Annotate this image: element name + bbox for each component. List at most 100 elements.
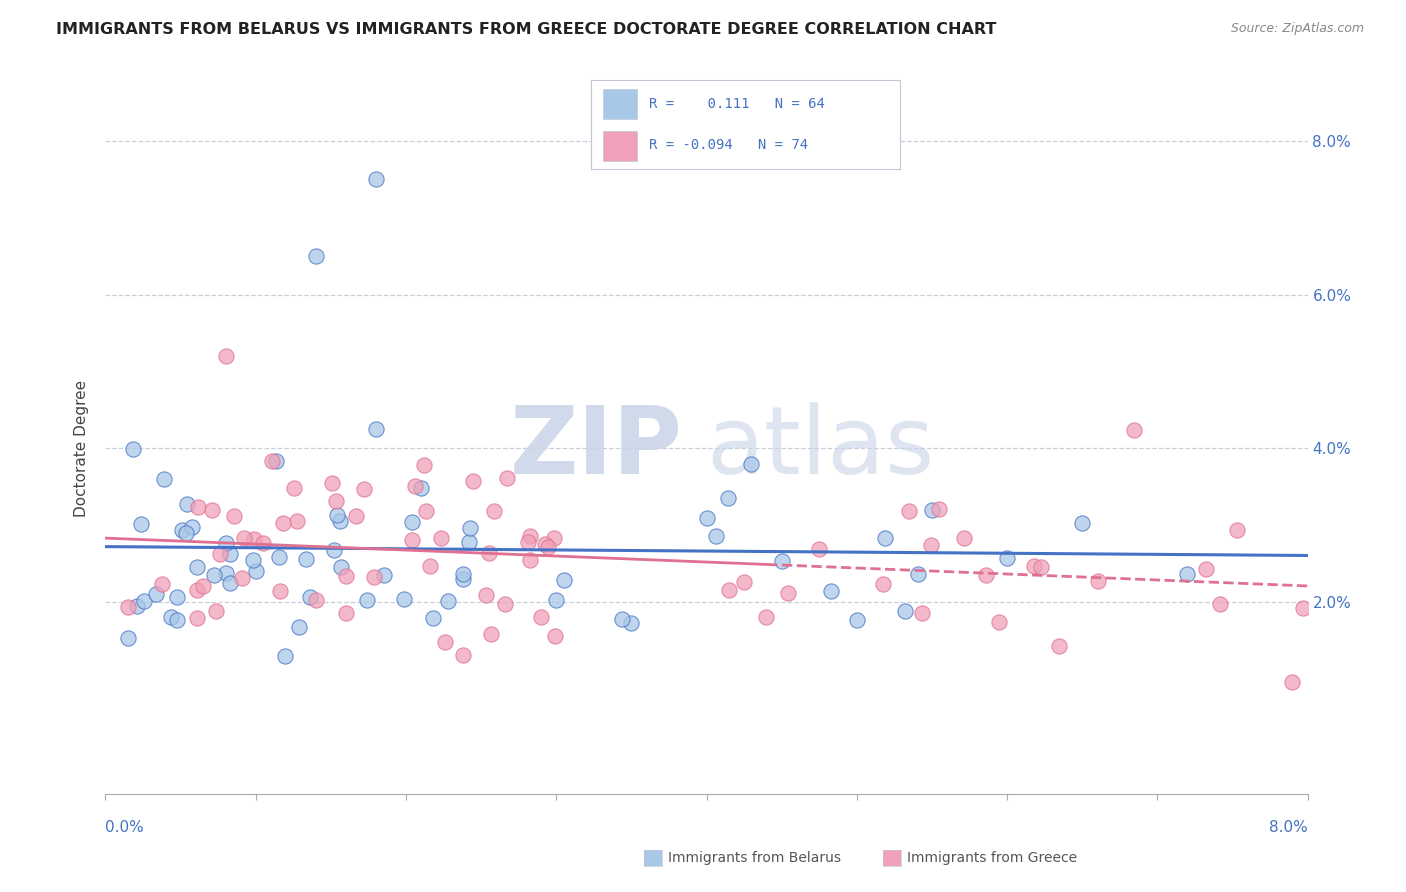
Point xyxy=(233,531,256,545)
Text: Immigrants from Greece: Immigrants from Greece xyxy=(907,851,1077,865)
Point xyxy=(329,514,352,528)
Point xyxy=(295,552,318,566)
Point xyxy=(187,500,209,515)
Point xyxy=(145,586,167,600)
Point xyxy=(740,457,762,471)
Point xyxy=(451,566,474,581)
Point xyxy=(150,577,173,591)
Point xyxy=(1194,562,1216,576)
Point xyxy=(1024,559,1046,574)
Point xyxy=(214,349,236,363)
Point xyxy=(537,540,560,554)
Point xyxy=(326,508,349,522)
Point xyxy=(323,542,346,557)
Point xyxy=(305,592,328,607)
Point xyxy=(186,582,208,597)
Point xyxy=(170,523,193,537)
Text: Immigrants from Belarus: Immigrants from Belarus xyxy=(668,851,841,865)
Y-axis label: Doctorate Degree: Doctorate Degree xyxy=(75,380,90,516)
Point xyxy=(335,568,357,582)
Point xyxy=(305,249,328,263)
Point xyxy=(269,549,291,564)
Point xyxy=(409,481,432,495)
Point xyxy=(974,568,997,582)
Point xyxy=(543,629,565,643)
Text: ZIP: ZIP xyxy=(509,402,682,494)
Point xyxy=(166,613,188,627)
Point xyxy=(845,613,868,627)
Point xyxy=(696,510,718,524)
Point xyxy=(214,566,236,581)
Point xyxy=(202,567,225,582)
Point xyxy=(911,606,934,620)
Point xyxy=(496,471,519,485)
Point xyxy=(474,588,496,602)
Point xyxy=(820,583,842,598)
Point xyxy=(176,498,198,512)
Text: Source: ZipAtlas.com: Source: ZipAtlas.com xyxy=(1230,22,1364,36)
Point xyxy=(159,609,181,624)
Point xyxy=(478,546,501,560)
Point xyxy=(463,474,485,488)
Point xyxy=(364,421,387,435)
Point xyxy=(392,591,415,606)
Point xyxy=(1292,601,1315,615)
Point xyxy=(271,516,294,530)
Text: atlas: atlas xyxy=(707,402,935,494)
Point xyxy=(285,514,308,528)
Point xyxy=(363,570,385,584)
Point xyxy=(131,516,153,531)
Point xyxy=(356,593,378,607)
Point xyxy=(620,616,643,631)
Point xyxy=(533,537,555,551)
Point xyxy=(117,631,139,645)
Point xyxy=(181,520,204,534)
Point xyxy=(422,611,444,625)
Point xyxy=(928,501,950,516)
Point xyxy=(988,615,1011,629)
Text: IMMIGRANTS FROM BELARUS VS IMMIGRANTS FROM GREECE DOCTORATE DEGREE CORRELATION C: IMMIGRANTS FROM BELARUS VS IMMIGRANTS FR… xyxy=(56,22,997,37)
Text: R = -0.094   N = 74: R = -0.094 N = 74 xyxy=(650,138,808,153)
Point xyxy=(610,612,633,626)
Point xyxy=(873,531,896,545)
Point xyxy=(1122,423,1144,437)
Point xyxy=(330,560,353,574)
Point xyxy=(482,504,505,518)
Point xyxy=(252,536,274,550)
FancyBboxPatch shape xyxy=(603,89,637,119)
Text: 0.0%: 0.0% xyxy=(105,821,145,835)
Point xyxy=(122,442,145,456)
Point xyxy=(127,599,149,614)
Point xyxy=(543,531,565,545)
Point xyxy=(191,579,214,593)
Point xyxy=(132,594,155,608)
Point xyxy=(373,567,395,582)
Point xyxy=(335,607,357,621)
Point xyxy=(283,482,305,496)
Point xyxy=(1281,675,1303,690)
Point xyxy=(269,583,291,598)
Point xyxy=(519,529,541,543)
Point xyxy=(346,509,368,524)
Point xyxy=(1047,640,1070,654)
Point xyxy=(412,458,434,472)
Point xyxy=(1071,516,1094,530)
Point xyxy=(288,619,311,633)
Point xyxy=(325,494,347,508)
Point xyxy=(419,559,441,574)
Point xyxy=(776,585,799,599)
Point xyxy=(517,534,540,549)
Point xyxy=(262,454,284,468)
Point xyxy=(921,503,943,517)
Point xyxy=(186,611,208,625)
Point xyxy=(401,533,423,547)
Point xyxy=(893,604,915,618)
Point xyxy=(494,597,516,611)
Point xyxy=(953,531,976,545)
Point xyxy=(808,541,831,556)
Point xyxy=(457,535,479,549)
FancyBboxPatch shape xyxy=(603,131,637,161)
Point xyxy=(404,479,426,493)
Point xyxy=(553,573,575,587)
Point xyxy=(546,592,568,607)
